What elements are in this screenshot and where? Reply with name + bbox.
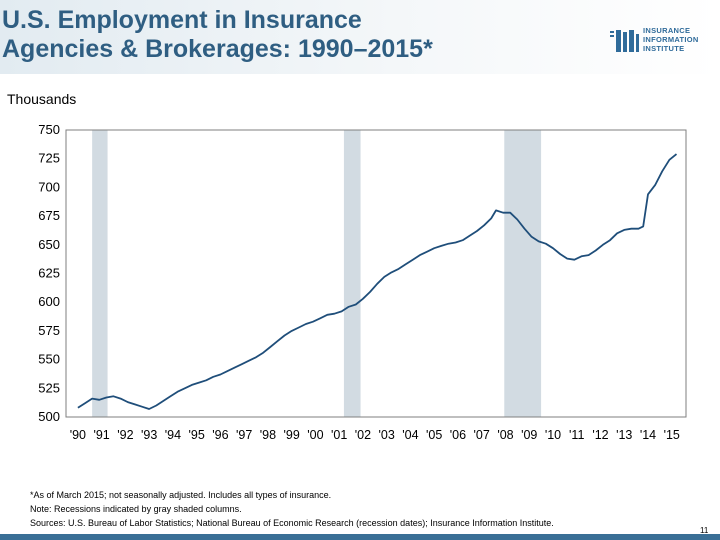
x-tick-label: '10 — [545, 428, 561, 442]
x-tick-label: '05 — [426, 428, 442, 442]
y-tick-label: 725 — [38, 151, 60, 166]
x-tick-label: '11 — [569, 428, 584, 442]
x-tick-label: '00 — [307, 428, 323, 442]
logo-line-3: INSTITUTE — [643, 44, 685, 53]
x-tick-label: '03 — [379, 428, 395, 442]
recession-band-1 — [92, 130, 108, 417]
x-tick-label: '14 — [640, 428, 656, 442]
footnote: *As of March 2015; not seasonally adjust… — [30, 488, 554, 530]
y-tick-label: 550 — [38, 352, 60, 367]
x-axis-ticks: '90 '91 '92 '93 '94 '95 '96 '97 '98 '99 '00 '01 '02 '… — [70, 428, 680, 442]
y-tick-label: 625 — [38, 266, 60, 281]
plot-area-frame — [65, 129, 687, 418]
x-tick-label: '06 — [450, 428, 466, 442]
x-tick-label: '12 — [592, 428, 608, 442]
title-line-1: U.S. Employment in Insurance — [2, 6, 362, 34]
logo-line-2: INFORMATION — [643, 35, 699, 44]
y-tick-label: 600 — [38, 294, 60, 309]
x-tick-label: '92 — [117, 428, 133, 442]
x-tick-label: '98 — [260, 428, 276, 442]
y-axis-units-label: Thousands — [7, 91, 77, 107]
footnote-asterisk: *As of March 2015; not seasonally adjust… — [30, 490, 332, 500]
slide-header: U.S. Employment in Insurance Agencies & … — [0, 0, 720, 74]
y-tick-label: 525 — [38, 380, 60, 395]
recession-band-3 — [504, 130, 542, 417]
y-tick-label: 500 — [38, 409, 60, 424]
x-tick-label: '97 — [236, 428, 252, 442]
footnote-sources: Sources: U.S. Bureau of Labor Statistics… — [30, 518, 554, 528]
y-tick-label: 750 — [38, 122, 60, 137]
x-tick-label: '96 — [212, 428, 228, 442]
logo-text: INSURANCE INFORMATION INSTITUTE — [643, 26, 699, 53]
footnote-note: Note: Recessions indicated by gray shade… — [30, 504, 242, 514]
recession-shading — [92, 130, 542, 417]
y-tick-label: 575 — [38, 323, 60, 338]
x-tick-label: '99 — [284, 428, 300, 442]
logo-line-1: INSURANCE — [643, 26, 691, 35]
y-tick-label: 675 — [38, 208, 60, 223]
recession-band-2 — [343, 130, 361, 417]
x-tick-label: '09 — [521, 428, 537, 442]
x-tick-label: '90 — [70, 428, 86, 442]
x-tick-label: '15 — [664, 428, 680, 442]
y-tick-label: 650 — [38, 237, 60, 252]
x-tick-label: '01 — [331, 428, 347, 442]
employment-series-line — [77, 153, 678, 410]
x-tick-label: '95 — [189, 428, 205, 442]
page-number: 11 — [700, 526, 709, 535]
x-tick-label: '07 — [474, 428, 490, 442]
x-tick-label: '91 — [93, 428, 109, 442]
slide-title: U.S. Employment in Insurance Agencies & … — [2, 6, 582, 64]
x-tick-label: '02 — [355, 428, 371, 442]
x-tick-label: '08 — [497, 428, 513, 442]
x-tick-label: '94 — [165, 428, 181, 442]
y-axis-ticks: 500 525 550 575 600 625 650 675 700 725 750 — [38, 122, 60, 424]
employment-line-chart: 500 525 550 575 600 625 650 675 700 725 750 '90 '91… — [38, 122, 687, 442]
logo-mark-icon — [610, 30, 639, 52]
x-tick-label: '13 — [616, 428, 632, 442]
title-line-2: Agencies & Brokerages: 1990–2015* — [2, 35, 433, 63]
bottom-accent-bar — [0, 534, 720, 540]
y-tick-label: 700 — [38, 179, 60, 194]
x-tick-label: '04 — [402, 428, 418, 442]
x-tick-label: '93 — [141, 428, 157, 442]
insurance-information-institute-logo: INSURANCE INFORMATION INSTITUTE — [610, 24, 720, 58]
